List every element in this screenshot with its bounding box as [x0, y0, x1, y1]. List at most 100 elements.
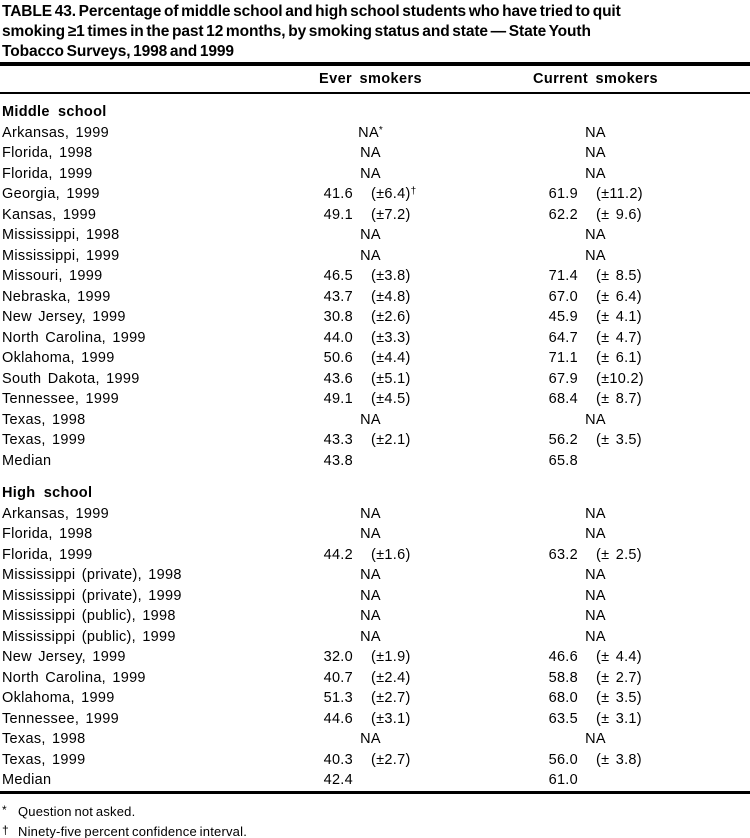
- title-line: TABLE 43. Percentage of middle school an…: [2, 3, 621, 20]
- table-row: North Carolina, 1999 40.7 (±2.4) 58.8 (± 2.7…: [0, 668, 750, 689]
- title-line: smoking ≥1 times in the past 12 months, …: [2, 23, 591, 40]
- table-row: Mississippi (public), 1999 NA NA: [0, 627, 750, 648]
- current-smokers-value: 63.5: [548, 710, 578, 727]
- ever-smokers-na: NA: [360, 247, 381, 264]
- state-label: Mississippi (public), 1998: [2, 608, 176, 624]
- bottom-rule: [0, 790, 750, 794]
- table-row: Georgia, 1999 41.6 (±6.4)† 61.9 (±11.2): [0, 184, 750, 205]
- ever-smokers-ci: (±7.2): [371, 206, 411, 223]
- table-row: Florida, 1998 NA NA: [0, 143, 750, 164]
- table-row: Oklahoma, 1999 50.6 (±4.4) 71.1 (± 6.1): [0, 348, 750, 369]
- table-row: Mississippi (public), 1998 NA NA: [0, 606, 750, 627]
- ever-smokers-ci: (±3.1): [371, 710, 411, 727]
- current-smokers-ci: (± 3.8): [596, 751, 642, 768]
- table-row: Oklahoma, 1999 51.3 (±2.7) 68.0 (± 3.5): [0, 688, 750, 709]
- state-label: Median: [2, 772, 52, 788]
- state-label: Mississippi (public), 1999: [2, 628, 176, 645]
- table-row: Texas, 1999 40.3 (±2.7) 56.0 (± 3.8): [0, 750, 750, 771]
- table-row: Mississippi, 1998 NA NA: [0, 225, 750, 246]
- current-smokers-value: 71.1: [548, 350, 578, 366]
- ever-smokers-ci: (±3.3): [371, 329, 411, 346]
- current-smokers-ci: (± 4.4): [596, 649, 642, 665]
- state-label: Median: [2, 452, 52, 469]
- state-label: Kansas, 1999: [2, 206, 97, 223]
- state-label: Florida, 1999: [2, 546, 93, 563]
- state-label: Texas, 1999: [2, 751, 86, 768]
- state-label: Texas, 1999: [2, 432, 86, 448]
- ever-smokers-value: 49.1: [323, 206, 353, 223]
- current-smokers-value: 56.0: [548, 751, 578, 768]
- ever-smokers-na: NA: [360, 731, 381, 747]
- ever-smokers-value: 46.5: [323, 268, 353, 284]
- current-smokers-na: NA: [585, 587, 606, 604]
- ever-smokers-value: 30.8: [323, 309, 353, 325]
- ever-smokers-ci: (±2.7): [371, 751, 411, 768]
- current-smokers-ci: (± 4.7): [596, 329, 642, 346]
- current-smokers-ci: (±11.2): [596, 186, 643, 202]
- current-smokers-ci: (± 3.1): [596, 710, 642, 727]
- current-smokers-value: 46.6: [548, 649, 578, 665]
- ever-smokers-value: 44.2: [323, 546, 353, 563]
- current-smokers-value: 61.0: [548, 772, 578, 788]
- ever-smokers-na: NA: [360, 145, 381, 161]
- ever-smokers-na: NA: [360, 165, 381, 182]
- ever-smokers-value: 44.6: [323, 710, 353, 727]
- footnote-symbol: †: [2, 822, 9, 837]
- ever-smokers-na: NA: [360, 587, 381, 604]
- section-label: Middle school: [2, 104, 107, 120]
- current-smokers-value: 63.2: [548, 546, 578, 563]
- ever-smokers-ci: (±4.5): [371, 391, 411, 407]
- state-label: Mississippi, 1998: [2, 227, 120, 243]
- table-row: Mississippi, 1999 NA NA: [0, 246, 750, 267]
- table-row: Tennessee, 1999 49.1 (±4.5) 68.4 (± 8.7): [0, 389, 750, 410]
- ever-smokers-na: NA: [360, 567, 381, 583]
- current-smokers-ci: [578, 770, 750, 791]
- current-smokers-na: NA: [585, 608, 606, 624]
- ever-smokers-ci: (±3.8): [371, 268, 411, 284]
- title-line: Tobacco Surveys, 1998 and 1999: [2, 43, 234, 60]
- table-row: New Jersey, 1999 30.8 (±2.6) 45.9 (± 4.1): [0, 307, 750, 328]
- ever-smokers-value: 51.3: [323, 690, 353, 706]
- ever-smokers-ci: (±2.7): [371, 690, 411, 706]
- table-section: High school Arkansas, 1999 NA NA Florida, 19…: [0, 471, 750, 791]
- current-smokers-value: 68.4: [548, 391, 578, 407]
- ever-smokers-na: NA: [360, 411, 381, 428]
- state-label: New Jersey, 1999: [2, 309, 126, 325]
- table-row: Texas, 1998 NA NA: [0, 729, 750, 750]
- footnote-line: * Question not asked.: [2, 801, 750, 821]
- ever-smokers-na: NA: [360, 628, 381, 645]
- table-row: Florida, 1998 NA NA: [0, 524, 750, 545]
- current-smokers-ci: (± 6.1): [596, 350, 642, 366]
- ever-smokers-ci: (±2.4): [371, 669, 411, 686]
- table-row: North Carolina, 1999 44.0 (±3.3) 64.7 (± 4.7…: [0, 328, 750, 349]
- current-smokers-na: NA: [585, 411, 606, 428]
- current-smokers-value: 71.4: [548, 268, 578, 284]
- state-label: North Carolina, 1999: [2, 669, 146, 686]
- footnotes: * Question not asked. † Ninety-five percent…: [0, 794, 750, 838]
- current-smokers-ci: (± 3.5): [596, 432, 642, 448]
- top-rule: [0, 62, 750, 66]
- state-label: Arkansas, 1999: [2, 505, 109, 522]
- state-label: Oklahoma, 1999: [2, 690, 115, 706]
- table-row: New Jersey, 1999 32.0 (±1.9) 46.6 (± 4.4): [0, 647, 750, 668]
- current-smokers-na: NA: [585, 526, 606, 542]
- current-smokers-value: 67.0: [548, 288, 578, 305]
- state-label: Florida, 1998: [2, 145, 93, 161]
- footnote-marker: *: [378, 124, 383, 136]
- current-smokers-na: NA: [585, 145, 606, 161]
- state-label: New Jersey, 1999: [2, 649, 126, 665]
- ever-smokers-value: 32.0: [323, 649, 353, 665]
- state-label: Mississippi (private), 1998: [2, 567, 182, 583]
- ever-smokers-ci: (±5.1): [371, 370, 411, 387]
- section-label: High school: [2, 485, 93, 501]
- table-row: Median 42.4 61.0: [0, 770, 750, 791]
- table-body: Middle school Arkansas, 1999 NA * NA Florida,…: [0, 94, 750, 791]
- table-row: Mississippi (private), 1998 NA NA: [0, 565, 750, 586]
- table-row: Nebraska, 1999 43.7 (±4.8) 67.0 (± 6.4): [0, 287, 750, 308]
- ever-smokers-value: 44.0: [323, 329, 353, 346]
- current-smokers-na: NA: [585, 124, 606, 141]
- ever-smokers-value: 50.6: [323, 350, 353, 366]
- state-label: Texas, 1998: [2, 731, 86, 747]
- table-row: Kansas, 1999 49.1 (±7.2) 62.2 (± 9.6): [0, 205, 750, 226]
- state-label: Florida, 1999: [2, 165, 93, 182]
